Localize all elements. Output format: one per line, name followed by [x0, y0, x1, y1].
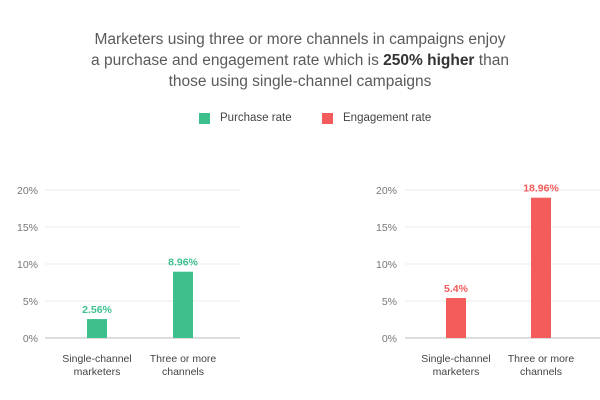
engagement-y-tick-label: 15% — [376, 222, 397, 234]
legend-swatch-purchase — [199, 112, 210, 124]
headline-highlight: 250% higher — [383, 52, 475, 69]
headline-line-2-suffix: than — [474, 52, 509, 69]
purchase-bar — [87, 319, 107, 338]
headline-line-2-prefix: a purchase and engagement rate which is — [91, 52, 384, 69]
legend-item-purchase: Purchase rate — [199, 112, 292, 124]
engagement-y-tick-label: 10% — [376, 259, 397, 271]
engagement-data-label: 5.4% — [444, 283, 469, 295]
engagement-y-tick-label: 0% — [382, 333, 397, 345]
purchase-data-label: 2.56% — [82, 304, 112, 316]
purchase-category-label: channels — [162, 366, 204, 378]
engagement-y-tick-label: 20% — [376, 185, 397, 197]
purchase-category-label: Three or more — [150, 353, 217, 365]
purchase-y-tick-label: 0% — [23, 333, 38, 345]
engagement-y-tick-label: 5% — [382, 296, 397, 308]
engagement-category-label: marketers — [433, 366, 480, 378]
legend-swatch-engagement — [322, 112, 333, 124]
headline-line-2: a purchase and engagement rate which is … — [0, 50, 600, 71]
chart-legend: Purchase rate Engagement rate — [0, 112, 600, 132]
engagement-data-label: 18.96% — [523, 183, 559, 195]
purchase-y-tick-label: 20% — [17, 185, 38, 197]
purchase-category-label: marketers — [74, 366, 121, 378]
engagement-bar — [446, 298, 466, 338]
legend-label-engagement: Engagement rate — [343, 112, 432, 124]
purchase-category-label: Single-channel — [62, 353, 131, 365]
purchase-y-tick-label: 15% — [17, 222, 38, 234]
engagement-category-label: channels — [520, 366, 562, 378]
headline-line-3: those using single-channel campaigns — [168, 73, 432, 90]
purchase-data-label: 8.96% — [168, 257, 198, 269]
engagement-category-label: Single-channel — [421, 353, 490, 365]
headline-line-1: Marketers using three or more channels i… — [94, 31, 506, 48]
engagement-category-label: Three or more — [508, 353, 575, 365]
purchase-y-tick-label: 5% — [23, 296, 38, 308]
chart-headline: Marketers using three or more channels i… — [0, 29, 600, 92]
engagement-bar — [531, 197, 551, 338]
purchase-y-tick-label: 10% — [17, 259, 38, 271]
legend-label-purchase: Purchase rate — [220, 112, 292, 124]
legend-item-engagement: Engagement rate — [322, 112, 431, 124]
purchase-bar — [173, 271, 193, 338]
